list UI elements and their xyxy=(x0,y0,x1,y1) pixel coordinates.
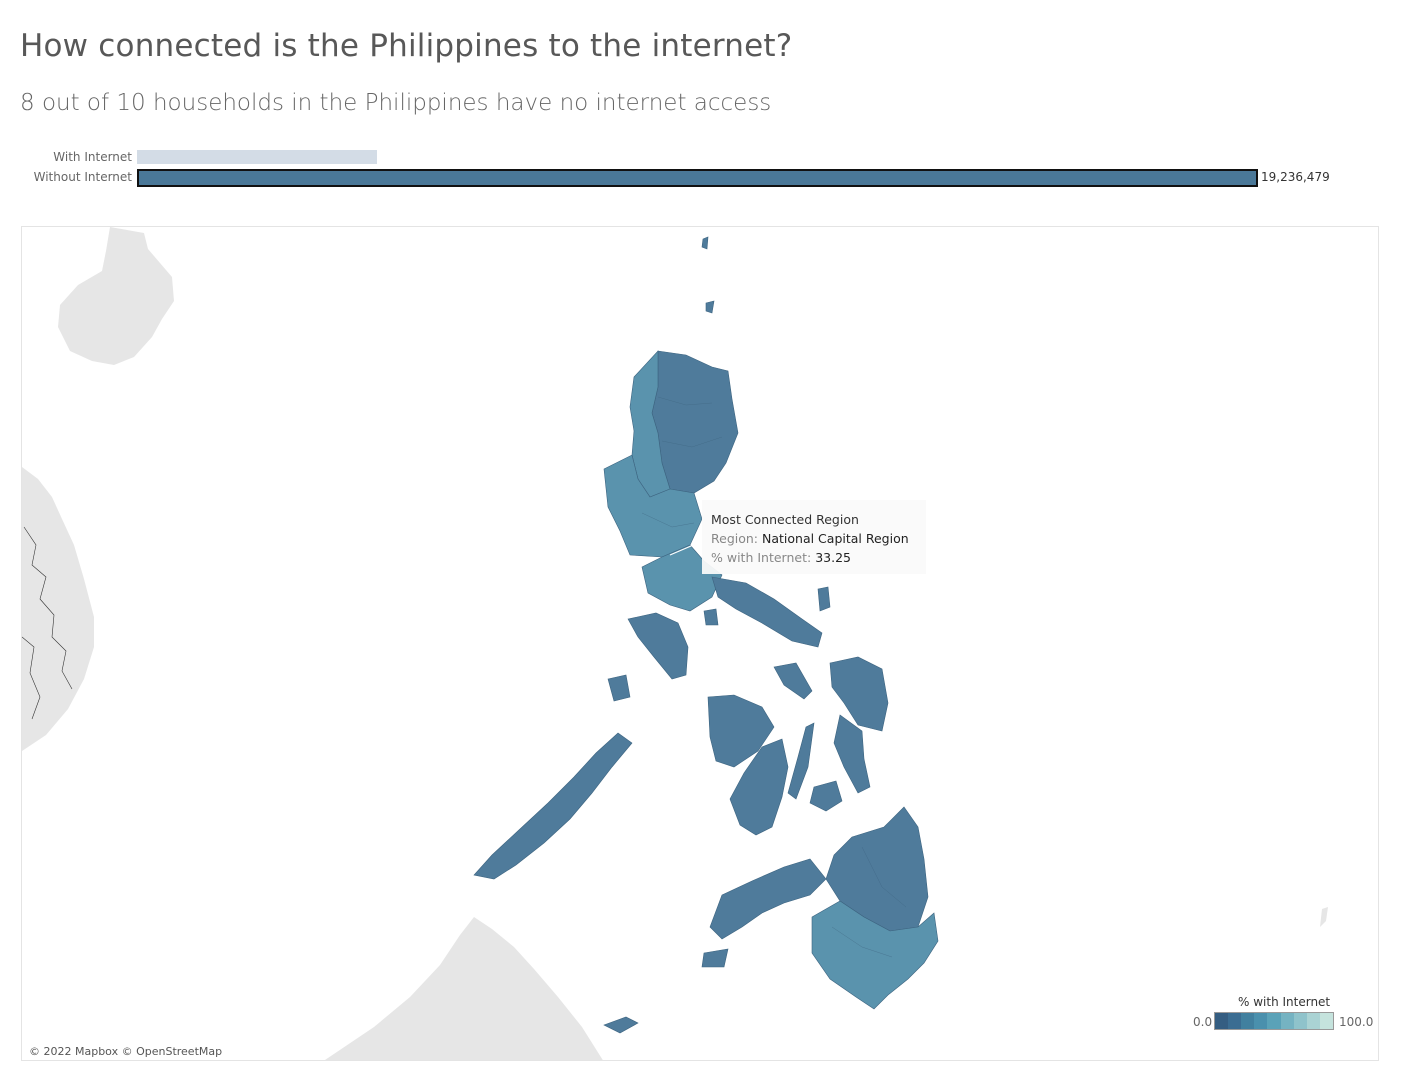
region-mindanao-south[interactable] xyxy=(811,900,939,1010)
legend-swatch xyxy=(1267,1013,1281,1029)
region-tawi-tawi[interactable] xyxy=(603,1016,639,1034)
region-masbate[interactable] xyxy=(773,662,813,700)
region-tooltip: Most Connected Region Region: National C… xyxy=(702,500,926,574)
tooltip-pct-value: 33.25 xyxy=(815,550,851,565)
legend-swatch xyxy=(1215,1013,1229,1029)
region-cebu[interactable] xyxy=(787,722,815,800)
region-borders xyxy=(641,396,907,958)
region-samar[interactable] xyxy=(829,656,889,732)
region-sulu[interactable] xyxy=(701,948,729,968)
bar-label-without-internet: Without Internet xyxy=(33,170,132,184)
region-mindoro[interactable] xyxy=(627,612,689,680)
hainan-island xyxy=(58,227,174,365)
region-zamboanga[interactable] xyxy=(709,858,827,940)
tooltip-region-row: Region: National Capital Region xyxy=(711,529,917,548)
bar-without-internet[interactable] xyxy=(137,169,1258,187)
bar-value-without-internet: 19,236,479 xyxy=(1261,170,1330,184)
legend-swatch xyxy=(1241,1013,1255,1029)
tooltip-heading: Most Connected Region xyxy=(711,512,859,527)
tooltip-region-key: Region: xyxy=(711,531,759,546)
legend-swatch xyxy=(1228,1013,1242,1029)
region-panay[interactable] xyxy=(707,694,775,768)
legend-swatch xyxy=(1293,1013,1307,1029)
legend-color-ramp xyxy=(1214,1012,1334,1030)
region-catanduanes[interactable] xyxy=(817,586,831,612)
bar-with-internet[interactable] xyxy=(137,150,377,164)
choropleth-map[interactable] xyxy=(21,226,1379,1061)
legend-swatch xyxy=(1319,1013,1333,1029)
region-bohol[interactable] xyxy=(809,780,843,812)
region-negros[interactable] xyxy=(729,738,789,836)
dashboard-subtitle: 8 out of 10 households in the Philippine… xyxy=(20,90,772,116)
bar-label-with-internet: With Internet xyxy=(53,150,132,164)
borneo-north xyxy=(324,917,603,1060)
legend-swatch xyxy=(1306,1013,1320,1029)
region-leyte[interactable] xyxy=(833,714,871,794)
tooltip-region-value: National Capital Region xyxy=(762,531,909,546)
legend-min: 0.0 xyxy=(1193,1015,1213,1029)
legend-swatch xyxy=(1280,1013,1294,1029)
region-marinduque[interactable] xyxy=(703,608,719,626)
taiwan-fragment xyxy=(1320,907,1328,927)
dashboard-title: How connected is the Philippines to the … xyxy=(20,28,793,64)
region-calamian[interactable] xyxy=(607,674,631,702)
region-bicol[interactable] xyxy=(711,576,823,648)
map-attribution[interactable]: © 2022 Mapbox © OpenStreetMap xyxy=(29,1045,223,1058)
legend-swatch xyxy=(1254,1013,1268,1029)
tooltip-pct-key: % with Internet: xyxy=(711,550,812,565)
map-canvas[interactable] xyxy=(22,227,1379,1061)
region-palawan[interactable] xyxy=(473,732,633,880)
region-babuyan[interactable] xyxy=(705,300,715,314)
philippines-regions[interactable] xyxy=(473,236,939,1034)
region-batanes[interactable] xyxy=(701,236,709,250)
vietnam-borders xyxy=(22,526,73,720)
tooltip-pct-row: % with Internet: 33.25 xyxy=(711,548,917,567)
vietnam-coast xyxy=(22,467,94,751)
legend-max: 100.0 xyxy=(1339,1015,1374,1029)
legend-title: % with Internet xyxy=(1238,995,1331,1009)
ncr-pointer-line xyxy=(669,542,699,556)
